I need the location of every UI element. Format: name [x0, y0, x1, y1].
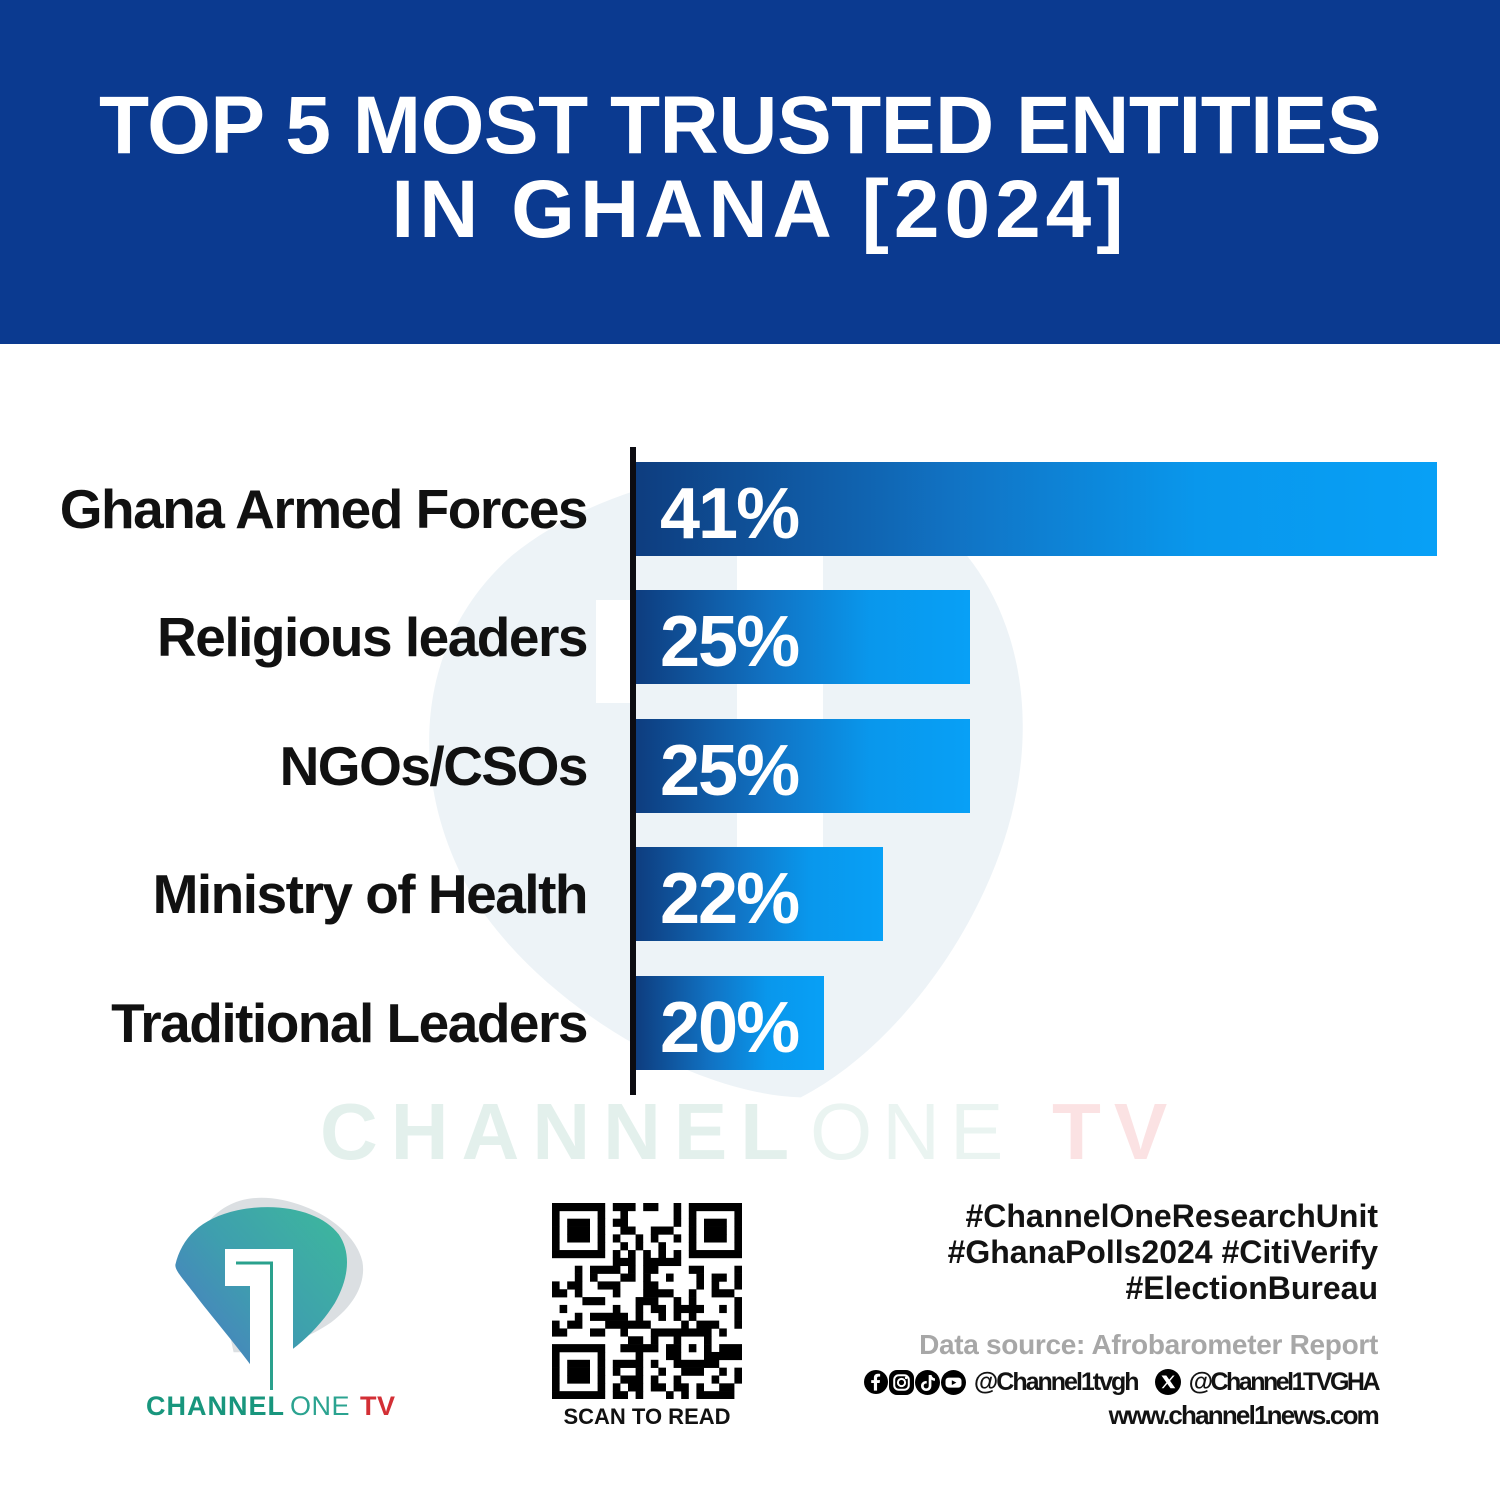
svg-text:ONE: ONE: [810, 1087, 1013, 1176]
svg-text:ONE: ONE: [290, 1391, 350, 1421]
svg-text:TV: TV: [360, 1391, 396, 1421]
svg-text:CHANNEL: CHANNEL: [320, 1087, 802, 1176]
svg-text:TV: TV: [1052, 1087, 1180, 1176]
svg-text:CHANNEL: CHANNEL: [146, 1391, 285, 1421]
